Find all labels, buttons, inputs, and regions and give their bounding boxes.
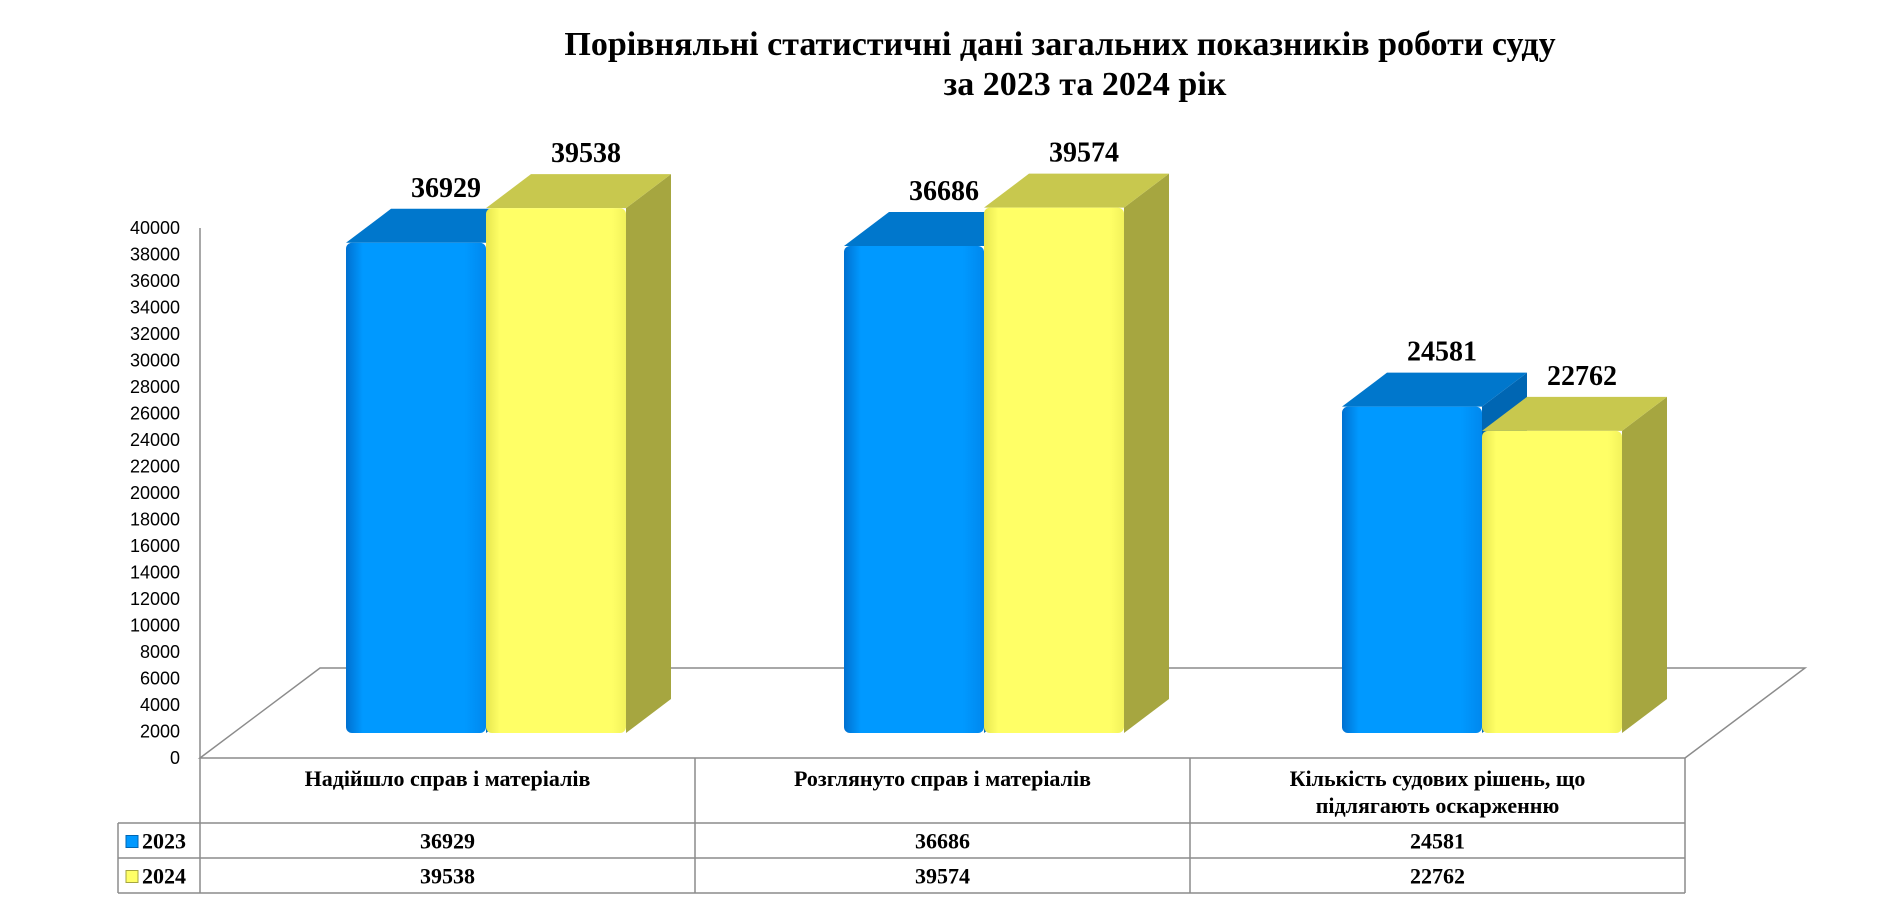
bar-top	[984, 173, 1169, 208]
bar-2024-1	[486, 174, 671, 733]
bar-side	[1124, 173, 1169, 733]
y-tick-label: 10000	[130, 616, 180, 636]
y-tick-label: 4000	[140, 695, 180, 715]
legend-swatch-2024	[125, 870, 139, 883]
legend-label-2023: 2023	[142, 829, 186, 854]
bars	[346, 173, 1667, 734]
bar-top	[346, 208, 531, 243]
category-label-2: Розглянуто справ і матеріалів	[794, 766, 1091, 791]
y-tick-label: 36000	[130, 271, 180, 291]
y-tick-label: 22000	[130, 457, 180, 477]
y-tick-label: 16000	[130, 536, 180, 556]
y-tick-label: 34000	[130, 298, 180, 318]
table-value-2024-2: 39574	[915, 864, 970, 889]
data-label-2023-2: 36686	[909, 176, 979, 207]
y-tick-label: 38000	[130, 245, 180, 265]
data-table: Надійшло справ і матеріалів Розглянуто сп…	[117, 758, 1686, 894]
y-tick-label: 8000	[140, 642, 180, 662]
bar-front	[346, 242, 486, 734]
y-tick-label: 24000	[130, 430, 180, 450]
y-tick-label: 14000	[130, 563, 180, 583]
data-labels: 36929 39538 36686 39574 24581 22762	[411, 138, 1617, 392]
y-tick-label: 26000	[130, 404, 180, 424]
y-tick-label: 30000	[130, 351, 180, 371]
y-tick-label: 2000	[140, 722, 180, 742]
bar-side	[1622, 396, 1667, 733]
y-tick-label: 28000	[130, 377, 180, 397]
bar-top	[1342, 372, 1527, 407]
bar-front	[486, 208, 626, 733]
bar-front	[984, 207, 1124, 733]
table-value-2023-1: 36929	[420, 829, 475, 854]
bar-top	[844, 211, 1029, 246]
bar-front	[1482, 430, 1622, 733]
chart-title-line2: за 2023 та 2024 рік	[944, 66, 1227, 103]
table-value-2023-3: 24581	[1410, 829, 1465, 854]
data-label-2024-2: 39574	[1049, 138, 1119, 169]
category-label-3: Кількість судових рішень, що	[1290, 766, 1586, 791]
legend-swatch-2023	[125, 835, 139, 848]
y-tick-label: 0	[170, 748, 180, 768]
category-label-3: підлягають оскарженню	[1316, 793, 1560, 818]
data-label-2023-1: 36929	[411, 173, 481, 204]
bar-front	[1342, 406, 1482, 733]
data-label-2023-3: 24581	[1407, 337, 1477, 368]
y-tick-label: 32000	[130, 324, 180, 344]
data-label-2024-1: 39538	[551, 138, 621, 169]
y-axis-ticks: 0 2000 4000 6000 8000 10000 12000 14000 16000 180…	[130, 218, 180, 768]
bar-side	[626, 174, 671, 733]
table-value-2023-2: 36686	[915, 829, 970, 854]
category-label-1: Надійшло справ і матеріалів	[305, 766, 591, 791]
data-label-2024-3: 22762	[1547, 361, 1617, 392]
table-value-2024-1: 39538	[420, 864, 475, 889]
y-tick-label: 6000	[140, 669, 180, 689]
bar-top	[1482, 396, 1667, 431]
bar-top	[486, 174, 671, 209]
y-tick-label: 40000	[130, 218, 180, 238]
bar-2024-2	[984, 173, 1169, 733]
bar-front	[844, 245, 984, 733]
y-tick-label: 18000	[130, 510, 180, 530]
chart-title-line1: Порівняльні статистичні дані загальних п…	[564, 26, 1555, 63]
table-value-2024-3: 22762	[1410, 864, 1465, 889]
y-tick-label: 12000	[130, 589, 180, 609]
bar-2024-3	[1482, 396, 1667, 733]
y-tick-label: 20000	[130, 483, 180, 503]
legend-label-2024: 2024	[142, 864, 186, 889]
